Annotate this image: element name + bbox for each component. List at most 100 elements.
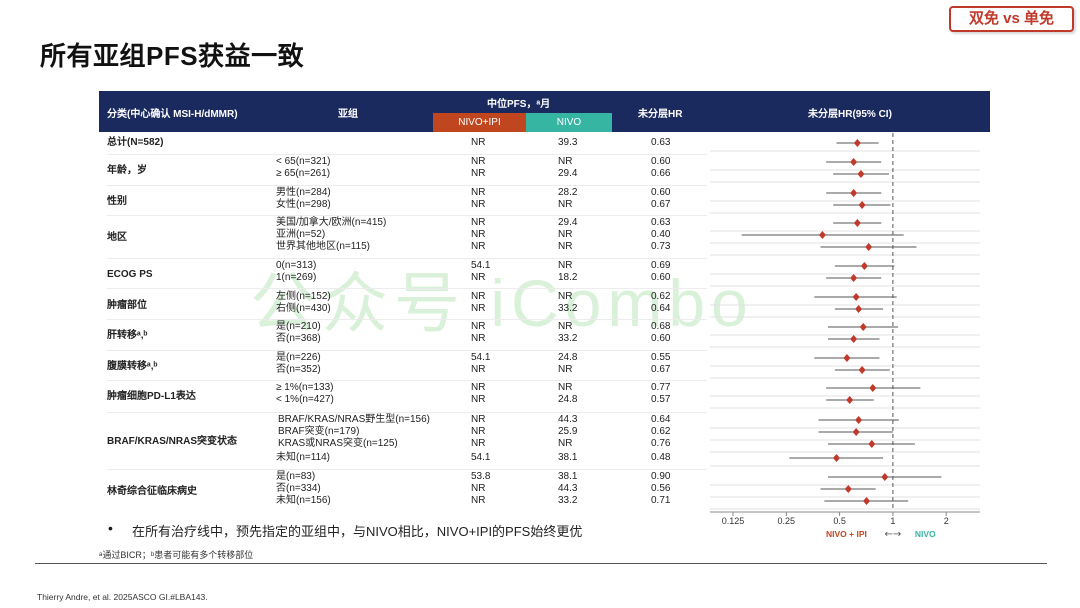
bottom-rule xyxy=(35,563,1047,564)
median-pfs-nivo-ipi: NR xyxy=(471,137,486,148)
subgroup-label: 1(n=269) xyxy=(276,272,317,283)
median-pfs-nivo: 33.2 xyxy=(558,495,578,506)
median-pfs-nivo: 38.1 xyxy=(558,452,578,463)
median-pfs-nivo: NR xyxy=(558,241,573,252)
hr-point xyxy=(852,428,860,436)
hr-value: 0.60 xyxy=(651,156,671,167)
row-separator xyxy=(107,185,707,186)
subgroup-category: 性别 xyxy=(107,196,127,207)
hr-point xyxy=(860,262,868,270)
median-pfs-nivo-ipi: NR xyxy=(471,333,486,344)
row-separator xyxy=(107,412,707,413)
subgroup-label: 男性(n=284) xyxy=(276,187,331,198)
hr-point xyxy=(844,485,852,493)
header-nivo: NIVO xyxy=(526,113,612,132)
median-pfs-nivo: 25.9 xyxy=(558,426,578,437)
median-pfs-nivo-ipi: NR xyxy=(471,291,486,302)
hr-point xyxy=(868,440,876,448)
x-tick-label: 0.25 xyxy=(778,516,796,526)
subgroup-label: 否(n=368) xyxy=(276,333,321,344)
median-pfs-nivo: NR xyxy=(558,229,573,240)
hr-point xyxy=(855,416,863,424)
subgroup-label: ≥ 65(n=261) xyxy=(276,168,331,179)
subgroup-label: 0(n=313) xyxy=(276,260,317,271)
subgroup-category: ECOG PS xyxy=(107,269,153,280)
median-pfs-nivo-ipi: NR xyxy=(471,438,486,449)
hr-value: 0.66 xyxy=(651,168,671,179)
hr-point xyxy=(850,335,858,343)
median-pfs-nivo-ipi: NR xyxy=(471,321,486,332)
header-median-pfs: 中位PFS，ᵃ月 xyxy=(487,99,551,110)
hr-point xyxy=(832,454,840,462)
hr-value: 0.67 xyxy=(651,199,671,210)
subgroup-category: 年龄，岁 xyxy=(107,165,147,176)
hr-value: 0.60 xyxy=(651,272,671,283)
subgroup-label: 未知(n=156) xyxy=(276,495,331,506)
row-separator xyxy=(107,469,707,470)
median-pfs-nivo-ipi: NR xyxy=(471,483,486,494)
hr-value: 0.40 xyxy=(651,229,671,240)
subgroup-label: BRAF/KRAS/NRAS野生型(n=156) xyxy=(278,414,430,425)
median-pfs-nivo: NR xyxy=(558,199,573,210)
median-pfs-nivo-ipi: NR xyxy=(471,382,486,393)
median-pfs-nivo: 29.4 xyxy=(558,217,578,228)
hr-point xyxy=(852,293,860,301)
hr-point xyxy=(857,170,865,178)
header-category: 分类(中心确认 MSI-H/dMMR) xyxy=(107,109,238,120)
median-pfs-nivo: NR xyxy=(558,364,573,375)
favors-nivo-label: NIVO xyxy=(915,529,936,539)
subgroup-category: 肿瘤部位 xyxy=(107,300,147,311)
hr-value: 0.57 xyxy=(651,394,671,405)
median-pfs-nivo: 44.3 xyxy=(558,414,578,425)
subgroup-label: 左侧(n=152) xyxy=(276,291,331,302)
hr-value: 0.76 xyxy=(651,438,671,449)
median-pfs-nivo: 28.2 xyxy=(558,187,578,198)
hr-value: 0.69 xyxy=(651,260,671,271)
header-subgroup: 亚组 xyxy=(338,109,358,120)
row-separator xyxy=(107,215,707,216)
hr-value: 0.56 xyxy=(651,483,671,494)
subgroup-label: < 65(n=321) xyxy=(276,156,331,167)
hr-value: 0.73 xyxy=(651,241,671,252)
median-pfs-nivo: 39.3 xyxy=(558,137,578,148)
subgroup-category: 总计(N=582) xyxy=(107,137,164,148)
x-tick-label: 1 xyxy=(890,516,895,526)
bullet-dot: • xyxy=(108,520,113,536)
median-pfs-nivo: 33.2 xyxy=(558,333,578,344)
median-pfs-nivo: 33.2 xyxy=(558,303,578,314)
subgroup-label: 是(n=210) xyxy=(276,321,321,332)
median-pfs-nivo-ipi: 53.8 xyxy=(471,471,491,482)
hr-value: 0.63 xyxy=(651,137,671,148)
subgroup-category: BRAF/KRAS/NRAS突变状态 xyxy=(107,436,237,447)
row-separator xyxy=(107,380,707,381)
hr-value: 0.55 xyxy=(651,352,671,363)
hr-point xyxy=(850,274,858,282)
hr-value: 0.62 xyxy=(651,426,671,437)
subgroup-label: 否(n=352) xyxy=(276,364,321,375)
hr-point xyxy=(853,139,861,147)
median-pfs-nivo: 24.8 xyxy=(558,352,578,363)
subgroup-label: 右侧(n=430) xyxy=(276,303,331,314)
citation: Thierry Andre, et al. 2025ASCO GI.#LBA14… xyxy=(37,592,208,602)
hr-value: 0.67 xyxy=(651,364,671,375)
hr-point xyxy=(843,354,851,362)
row-separator xyxy=(107,154,707,155)
footnote: ᵃ通过BICR；ᵇ患者可能有多个转移部位 xyxy=(99,550,254,560)
row-separator xyxy=(107,319,707,320)
median-pfs-nivo-ipi: NR xyxy=(471,426,486,437)
median-pfs-nivo-ipi: 54.1 xyxy=(471,260,491,271)
median-pfs-nivo-ipi: NR xyxy=(471,187,486,198)
hr-value: 0.64 xyxy=(651,414,671,425)
hr-point xyxy=(855,305,863,313)
median-pfs-nivo: NR xyxy=(558,438,573,449)
subgroup-label: 是(n=226) xyxy=(276,352,321,363)
subgroup-label: 亚洲(n=52) xyxy=(276,229,326,240)
median-pfs-nivo-ipi: NR xyxy=(471,394,486,405)
x-tick-label: 2 xyxy=(944,516,949,526)
hr-value: 0.60 xyxy=(651,187,671,198)
hr-point xyxy=(869,384,877,392)
hr-value: 0.48 xyxy=(651,452,671,463)
median-pfs-nivo-ipi: NR xyxy=(471,272,486,283)
median-pfs-nivo: 29.4 xyxy=(558,168,578,179)
